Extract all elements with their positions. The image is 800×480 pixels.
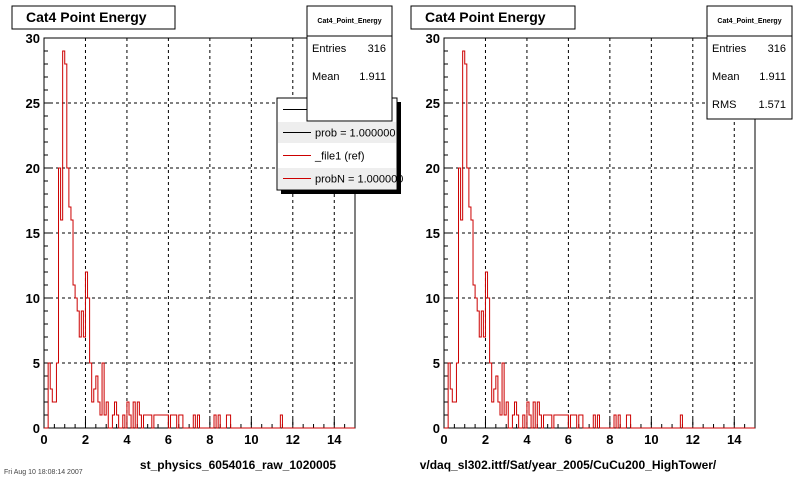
y-tick-label: 25: [26, 96, 40, 111]
title-box: [11, 5, 176, 30]
stats-value: 1.911: [359, 71, 386, 83]
x-tick-label: 14: [327, 432, 342, 447]
stats-value: 1.571: [758, 99, 786, 111]
y-tick-label: 30: [426, 31, 440, 46]
y-tick-label: 5: [433, 356, 440, 371]
legend-row-bg: [278, 168, 396, 189]
stats-value: 316: [368, 43, 386, 55]
stats-name: Cat4_Point_Energy: [317, 18, 381, 25]
stats-value: 316: [768, 43, 786, 55]
x-tick-label: 2: [82, 432, 89, 447]
legend-entry-label: probN = 1.000000: [315, 174, 403, 186]
x-tick-label: 10: [644, 432, 658, 447]
y-tick-label: 0: [33, 421, 40, 436]
footer-timestamp: Fri Aug 10 18:08:14 2007: [4, 469, 83, 476]
stats-box: [706, 5, 793, 120]
stats-label: Entries: [312, 43, 347, 55]
y-tick-label: 20: [426, 161, 440, 176]
chart-title: Cat4 Point Energy: [26, 9, 147, 25]
legend-entry-label: prob = 1.000000: [315, 128, 395, 140]
x-tick-label: 12: [686, 432, 700, 447]
y-tick-label: 20: [26, 161, 40, 176]
stats-box: [306, 5, 393, 122]
x-tick-label: 12: [286, 432, 300, 447]
y-tick-label: 10: [426, 291, 440, 306]
stats-value: 1.911: [759, 71, 786, 83]
stats-label: Mean: [712, 71, 740, 83]
legend-row-bg: [278, 122, 396, 143]
legend-entry-label: _file1 (ref): [314, 151, 365, 163]
stats-name: Cat4_Point_Energy: [717, 18, 781, 25]
x-tick-label: 14: [727, 432, 742, 447]
x-tick-label: 4: [123, 432, 131, 447]
y-tick-label: 30: [26, 31, 40, 46]
x-tick-label: 8: [206, 432, 213, 447]
title-box: [410, 5, 576, 30]
stats-label: Entries: [712, 43, 747, 55]
x-tick-label: 8: [606, 432, 613, 447]
histogram-series: [44, 50, 355, 429]
y-tick-label: 5: [33, 356, 40, 371]
chart-title: Cat4 Point Energy: [425, 9, 546, 25]
y-tick-label: 10: [26, 291, 40, 306]
x-tick-label: 0: [440, 432, 447, 447]
stats-label: Mean: [312, 71, 340, 83]
y-tick-label: 15: [426, 226, 440, 241]
y-tick-label: 25: [426, 96, 440, 111]
chart-panel-1: 0 2 4 6 8 10 12 14 0 5 10 15 20 25 30 st_physics_605401…: [11, 5, 403, 472]
y-tick-label: 0: [433, 421, 440, 436]
histogram-series: [444, 50, 755, 429]
x-axis-title: v/daq_sl302.ittf/Sat/year_2005/CuCu200_H…: [420, 458, 717, 472]
x-axis-title: st_physics_6054016_raw_1020005: [140, 458, 336, 472]
x-tick-label: 4: [523, 432, 531, 447]
chart-panel-2: 0 2 4 6 8 10 12 14 0 5 10 15 20 25 30 v/daq_sl302.ittf/…: [410, 5, 793, 472]
x-tick-label: 10: [244, 432, 258, 447]
x-tick-label: 2: [482, 432, 489, 447]
y-tick-label: 15: [26, 226, 40, 241]
stats-label: RMS: [712, 99, 736, 111]
x-tick-label: 6: [165, 432, 172, 447]
x-tick-label: 0: [40, 432, 47, 447]
x-tick-label: 6: [565, 432, 572, 447]
